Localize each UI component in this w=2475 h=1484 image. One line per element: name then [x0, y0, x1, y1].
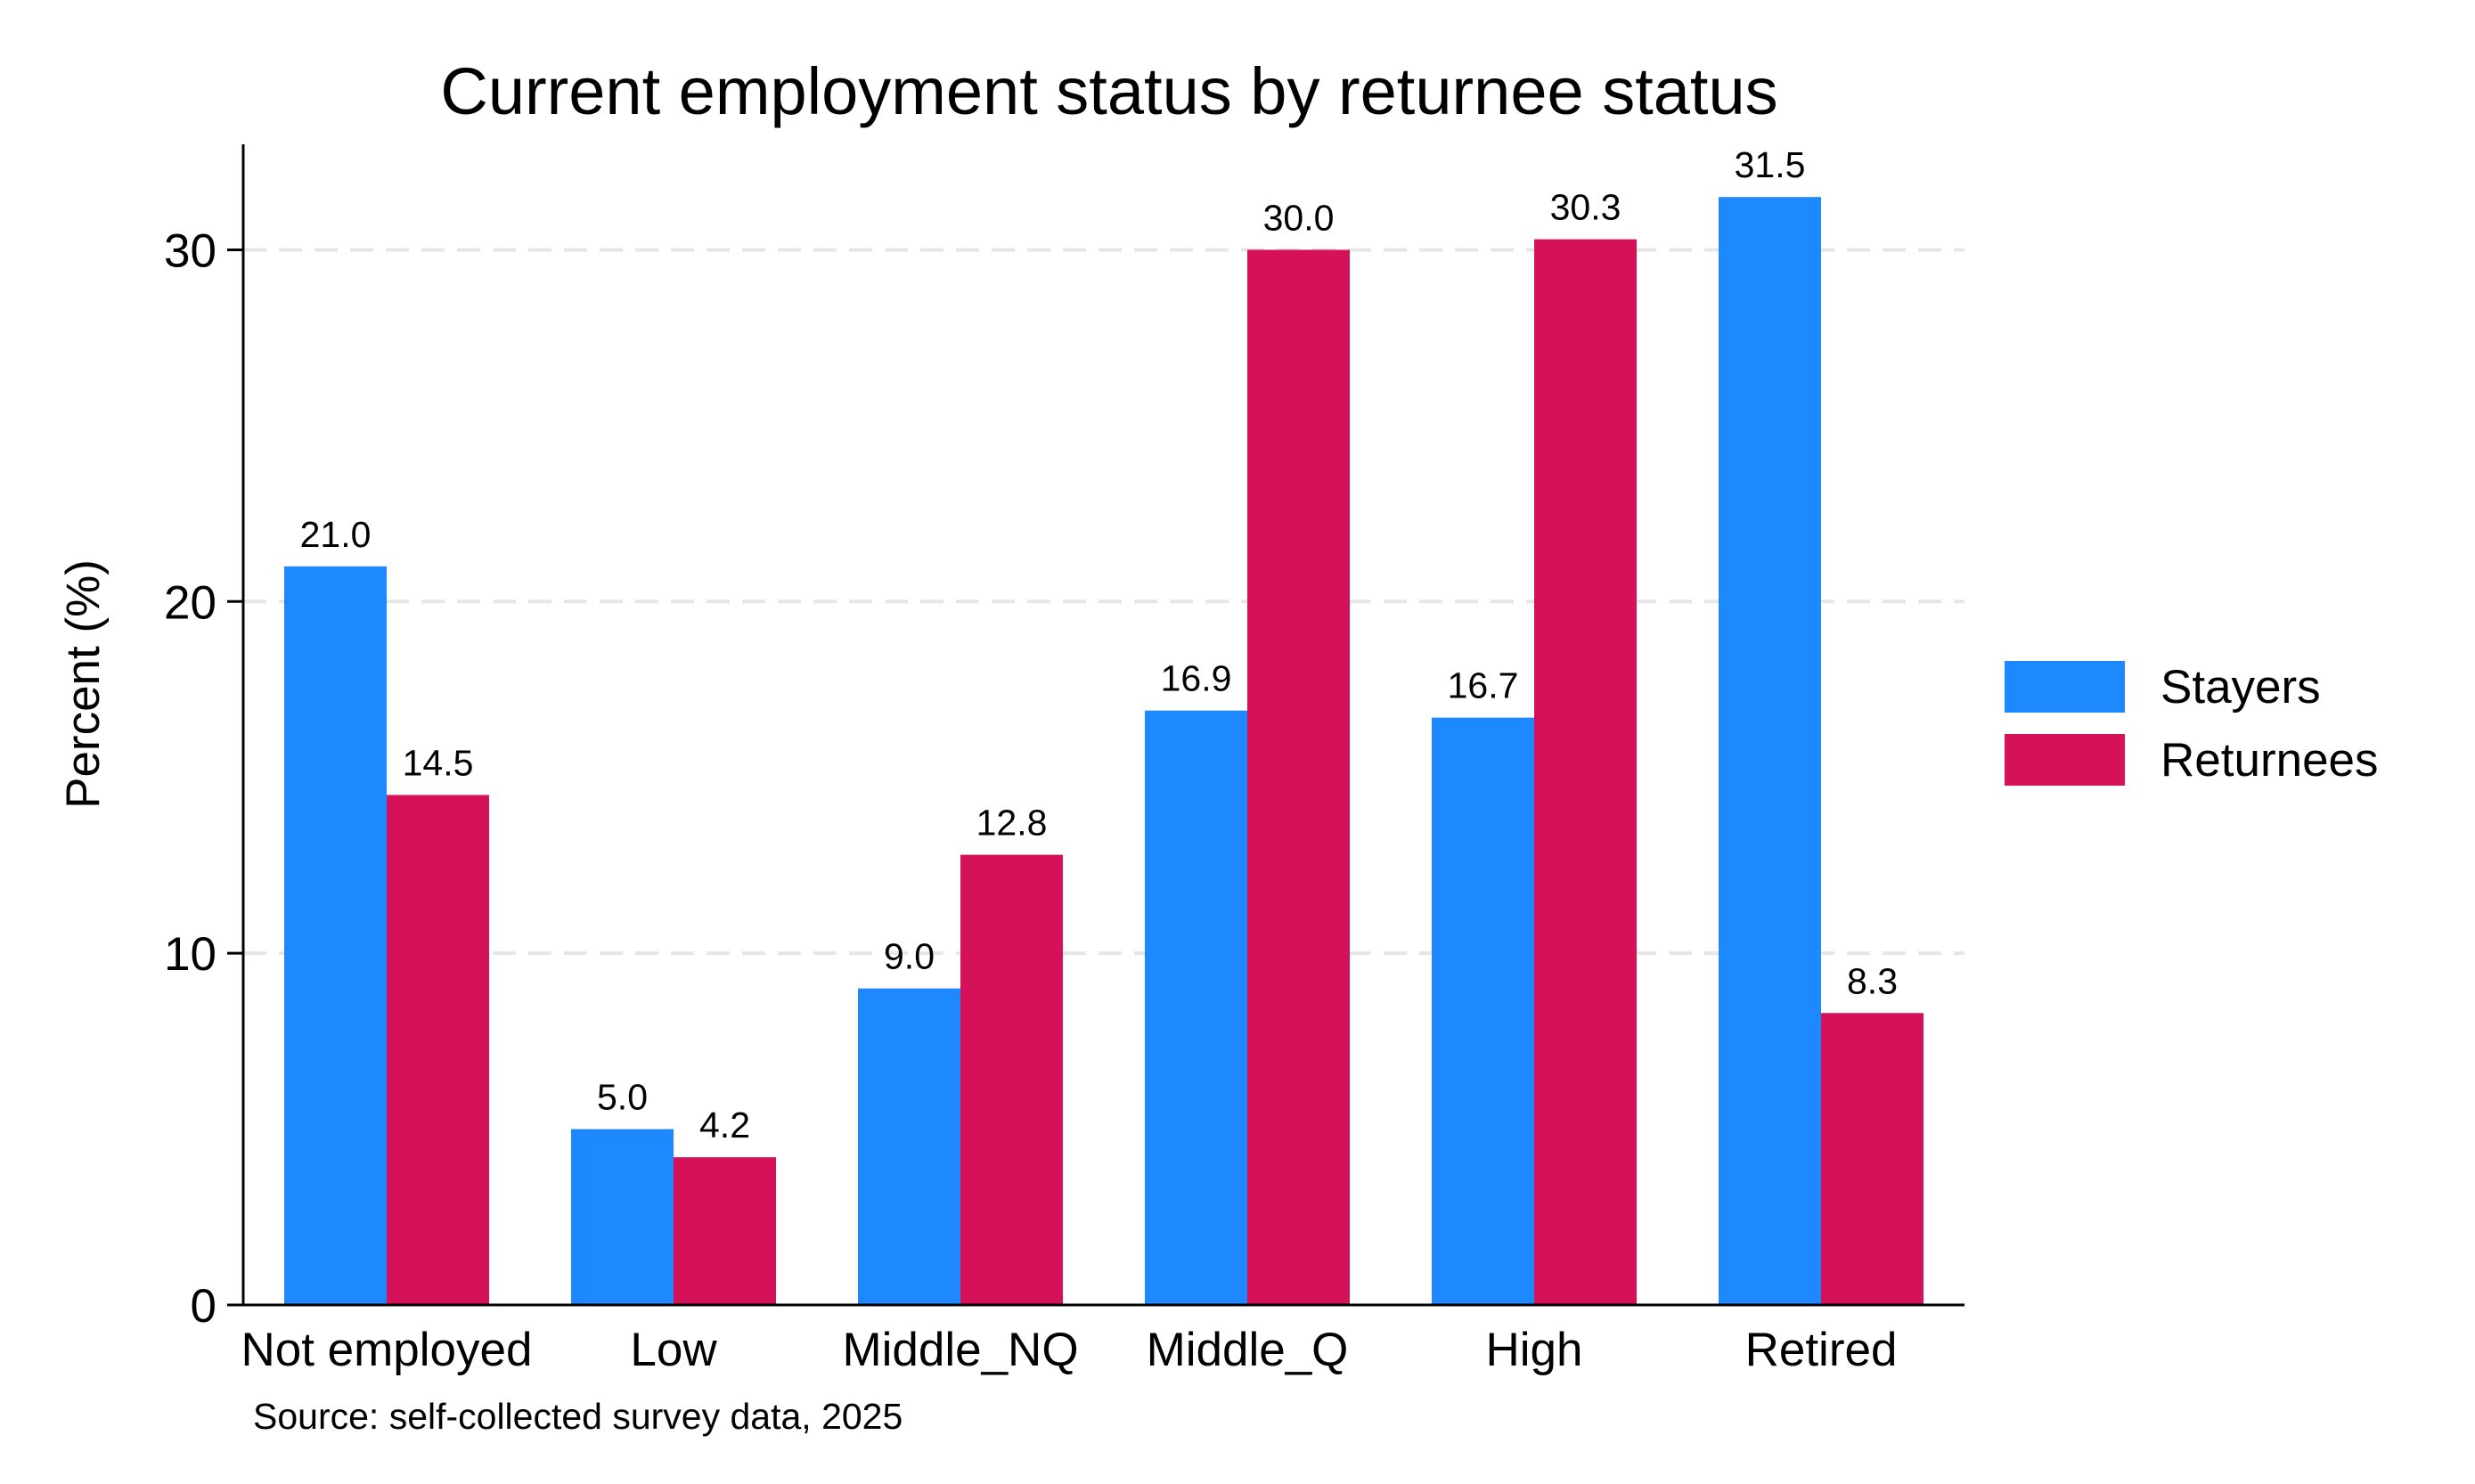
x-tick-label: Not employed [241, 1324, 532, 1376]
bar-stayers-3 [1145, 710, 1247, 1305]
bar-stayers-4 [1432, 717, 1534, 1305]
bar-returnees-2 [960, 854, 1063, 1305]
bars [284, 197, 1924, 1305]
legend-swatch-stayers [2005, 661, 2125, 713]
value-label: 4.2 [699, 1105, 750, 1146]
gridlines [243, 248, 1964, 956]
legend-label-returnees: Returnees [2161, 734, 2379, 787]
bar-returnees-0 [387, 795, 489, 1305]
value-labels: 21.0 14.5 5.0 4.2 9.0 12.8 16.9 30.0 16.7 30.3 31.… [300, 144, 1898, 1146]
bar-returnees-1 [674, 1157, 776, 1305]
bar-stayers-1 [571, 1129, 674, 1305]
x-tick-label: High [1485, 1324, 1582, 1376]
legend: Stayers Returnees [2005, 661, 2379, 787]
y-tick-label: 20 [164, 576, 216, 629]
x-tick-label: Middle_Q [1147, 1324, 1349, 1376]
value-label: 9.0 [884, 936, 935, 977]
chart-title: Current employment status by returnee st… [440, 54, 1777, 128]
bar-returnees-4 [1534, 239, 1637, 1305]
bar-stayers-0 [284, 566, 387, 1305]
y-axis-title: Percent (%) [57, 559, 110, 809]
value-label: 16.7 [1448, 665, 1519, 706]
bar-returnees-5 [1821, 1013, 1924, 1305]
value-label: 31.5 [1735, 144, 1806, 185]
value-label: 12.8 [976, 803, 1048, 844]
x-tick-label: Retired [1745, 1324, 1898, 1376]
value-label: 30.3 [1550, 187, 1621, 228]
legend-swatch-returnees [2005, 734, 2125, 786]
value-label: 8.3 [1847, 960, 1898, 1001]
value-label: 5.0 [597, 1077, 648, 1118]
x-axis-ticks: Not employed Low Middle_NQ Middle_Q High Reti… [241, 1324, 1897, 1376]
bar-returnees-3 [1247, 249, 1350, 1305]
value-label: 21.0 [300, 514, 372, 555]
x-tick-label: Middle_NQ [842, 1324, 1078, 1376]
y-tick-label: 10 [164, 928, 216, 981]
y-axis-ticks: 0 10 20 30 [164, 224, 243, 1333]
legend-label-stayers: Stayers [2161, 661, 2321, 713]
value-label: 14.5 [403, 742, 474, 783]
x-tick-label: Low [630, 1324, 717, 1376]
y-tick-label: 30 [164, 224, 216, 277]
y-tick-label: 0 [191, 1280, 216, 1333]
source-note: Source: self-collected survey data, 2025 [253, 1396, 903, 1437]
bar-stayers-5 [1719, 197, 1821, 1305]
value-label: 30.0 [1263, 197, 1335, 238]
bar-stayers-2 [858, 988, 960, 1305]
value-label: 16.9 [1161, 658, 1232, 699]
